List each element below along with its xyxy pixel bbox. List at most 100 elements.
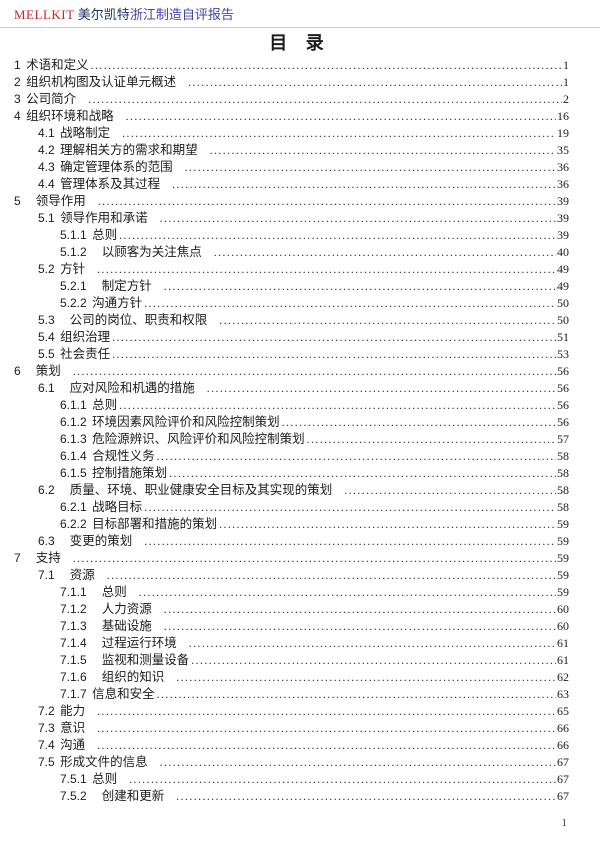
toc-entry-label: 沟通 <box>60 738 86 752</box>
toc-entry-number: 7.1.6 <box>60 670 87 684</box>
toc-entry-page: 50 <box>557 296 569 310</box>
toc-entry: 4.3 确定管理体系的范围 ..........................… <box>14 159 569 176</box>
toc-entry-number: 7.1.4 <box>60 636 87 650</box>
toc-entry-page: 59 <box>557 585 569 599</box>
toc-dot-leader: ........................................… <box>188 638 556 650</box>
toc-entry-number: 5 <box>14 194 21 208</box>
toc-entry: 6.2 质量、环境、职业健康安全目标及其实现的策划 ..............… <box>14 482 569 499</box>
toc-entry-label: 领导作用 <box>35 194 86 208</box>
toc-entry: 3 公司简介 .................................… <box>14 91 569 108</box>
toc-entry: 6.2.1 战略目标 .............................… <box>14 499 569 516</box>
toc-dot-leader: ........................................… <box>72 366 556 378</box>
toc-dot-leader: ........................................… <box>209 145 556 157</box>
toc-entry-label: 合规性义务 <box>92 449 155 463</box>
toc-entry: 4.4 管理体系及其过程 ...........................… <box>14 176 569 193</box>
toc-entry-number: 7.2 <box>38 704 55 718</box>
toc-dot-leader: ........................................… <box>344 485 556 497</box>
toc-entry-label: 沟通方针 <box>92 296 143 310</box>
toc-entry: 7.1.2 人力资源 .............................… <box>14 601 569 618</box>
toc-entry-page: 67 <box>557 772 569 786</box>
toc-entry-label: 危险源辨识、风险评价和风险控制策划 <box>92 432 305 446</box>
toc-entry: 5.4 组织治理 ...............................… <box>14 329 569 346</box>
toc-dot-leader: ........................................… <box>97 706 556 718</box>
toc-entry-number: 5.1.1 <box>60 228 87 242</box>
toc-dot-leader: ........................................… <box>72 553 556 565</box>
report-title-suffix: 浙江制造自评报告 <box>129 7 234 22</box>
toc-entry-number: 6.1 <box>38 381 55 395</box>
toc-entry-page: 36 <box>557 160 569 174</box>
toc-entry-label: 质量、环境、职业健康安全目标及其实现的策划 <box>69 483 333 497</box>
toc-entry-page: 36 <box>557 177 569 191</box>
toc-entry-number: 5.3 <box>38 313 55 327</box>
toc-entry-number: 5.4 <box>38 330 55 344</box>
toc-entry-label: 资源 <box>69 568 95 582</box>
toc-entry-label: 组织的知识 <box>101 670 165 684</box>
toc-dot-leader: ........................................… <box>144 298 556 310</box>
toc-entry: 6.3 变更的策划 ..............................… <box>14 533 569 550</box>
toc-dot-leader: ........................................… <box>144 502 556 514</box>
toc-entry-number: 6.1.4 <box>60 449 87 463</box>
toc-entry-page: 56 <box>557 364 569 378</box>
toc-entry-page: 57 <box>557 432 569 446</box>
header-rule-divider <box>0 27 600 28</box>
toc-entry-page: 59 <box>557 534 569 548</box>
toc-dot-leader: ........................................… <box>97 196 556 208</box>
toc-dot-leader: ........................................… <box>119 230 556 242</box>
toc-entry-label: 基础设施 <box>101 619 152 633</box>
toc-entry-number: 6 <box>14 364 21 378</box>
toc-title: 目 录 <box>269 33 331 53</box>
toc-entry-number: 7.1.3 <box>60 619 87 633</box>
toc-entry-label: 总则 <box>92 228 118 242</box>
toc-entry: 5.3 公司的岗位、职责和权限 ........................… <box>14 312 569 329</box>
toc-entry: 6 策划 ...................................… <box>14 363 569 380</box>
toc-entry-number: 6.2.2 <box>60 517 87 531</box>
toc-entry: 7.5 形成文件的信息 ............................… <box>14 754 569 771</box>
toc-entry-label: 策划 <box>35 364 61 378</box>
toc-entry: 7.1 资源 .................................… <box>14 567 569 584</box>
toc-entry: 7.1.3 基础设施 .............................… <box>14 618 569 635</box>
toc-dot-leader: ........................................… <box>144 536 556 548</box>
toc-entry: 6.1.3 危险源辨识、风险评价和风险控制策划 ................… <box>14 431 569 448</box>
toc-entry-page: 65 <box>557 704 569 718</box>
toc-entry-label: 组织环境和战略 <box>26 109 114 123</box>
toc-entry-number: 5.1.2 <box>60 245 87 259</box>
toc-dot-leader: ........................................… <box>219 519 556 531</box>
toc-entry-page: 51 <box>557 330 569 344</box>
toc-entry-number: 7.1.7 <box>60 687 87 701</box>
toc-dot-leader: ........................................… <box>90 60 562 72</box>
toc-entry-number: 7.5.2 <box>60 789 87 803</box>
toc-entry-page: 40 <box>557 245 569 259</box>
toc-dot-leader: ........................................… <box>176 791 556 803</box>
toc-dot-leader: ........................................… <box>163 621 556 633</box>
toc-entry-number: 5.2.1 <box>60 279 87 293</box>
toc-entry-page: 56 <box>557 415 569 429</box>
toc-entry-number: 7.1.5 <box>60 653 87 667</box>
toc-dot-leader: ........................................… <box>119 400 556 412</box>
toc-entry-page: 16 <box>557 109 569 123</box>
toc-entry-page: 58 <box>557 500 569 514</box>
footer-page-number: 1 <box>561 817 568 829</box>
toc-dot-leader: ........................................… <box>129 774 556 786</box>
toc-entry-page: 67 <box>557 755 569 769</box>
toc-dot-leader: ........................................… <box>219 315 556 327</box>
toc-entry-label: 社会责任 <box>60 347 111 361</box>
toc-entry: 5 领导作用 .................................… <box>14 193 569 210</box>
toc-entry-label: 总则 <box>92 772 118 786</box>
toc-entry: 7.1.7 信息和安全 ............................… <box>14 686 569 703</box>
toc-entry-label: 环境因素风险评价和风险控制策划 <box>92 415 280 429</box>
toc-entry-number: 6.1.1 <box>60 398 87 412</box>
toc-entry-number: 7 <box>14 551 21 565</box>
toc-entry-page: 1 <box>563 75 569 89</box>
toc-entry-label: 意识 <box>60 721 86 735</box>
toc-entry-label: 公司简介 <box>26 92 77 106</box>
toc-entry-page: 60 <box>557 602 569 616</box>
brand-logo-text: MELLKIT <box>14 7 75 22</box>
toc-entry-page: 2 <box>563 92 569 106</box>
company-name: 美尔凯特 <box>77 7 130 22</box>
toc-list: 1 术语和定义 ................................… <box>0 57 600 805</box>
toc-entry-label: 组织机构图及认证单元概述 <box>26 75 177 89</box>
toc-entry-label: 控制措施策划 <box>92 466 168 480</box>
toc-entry-number: 7.1.2 <box>60 602 87 616</box>
toc-entry: 7.3 意识 .................................… <box>14 720 569 737</box>
